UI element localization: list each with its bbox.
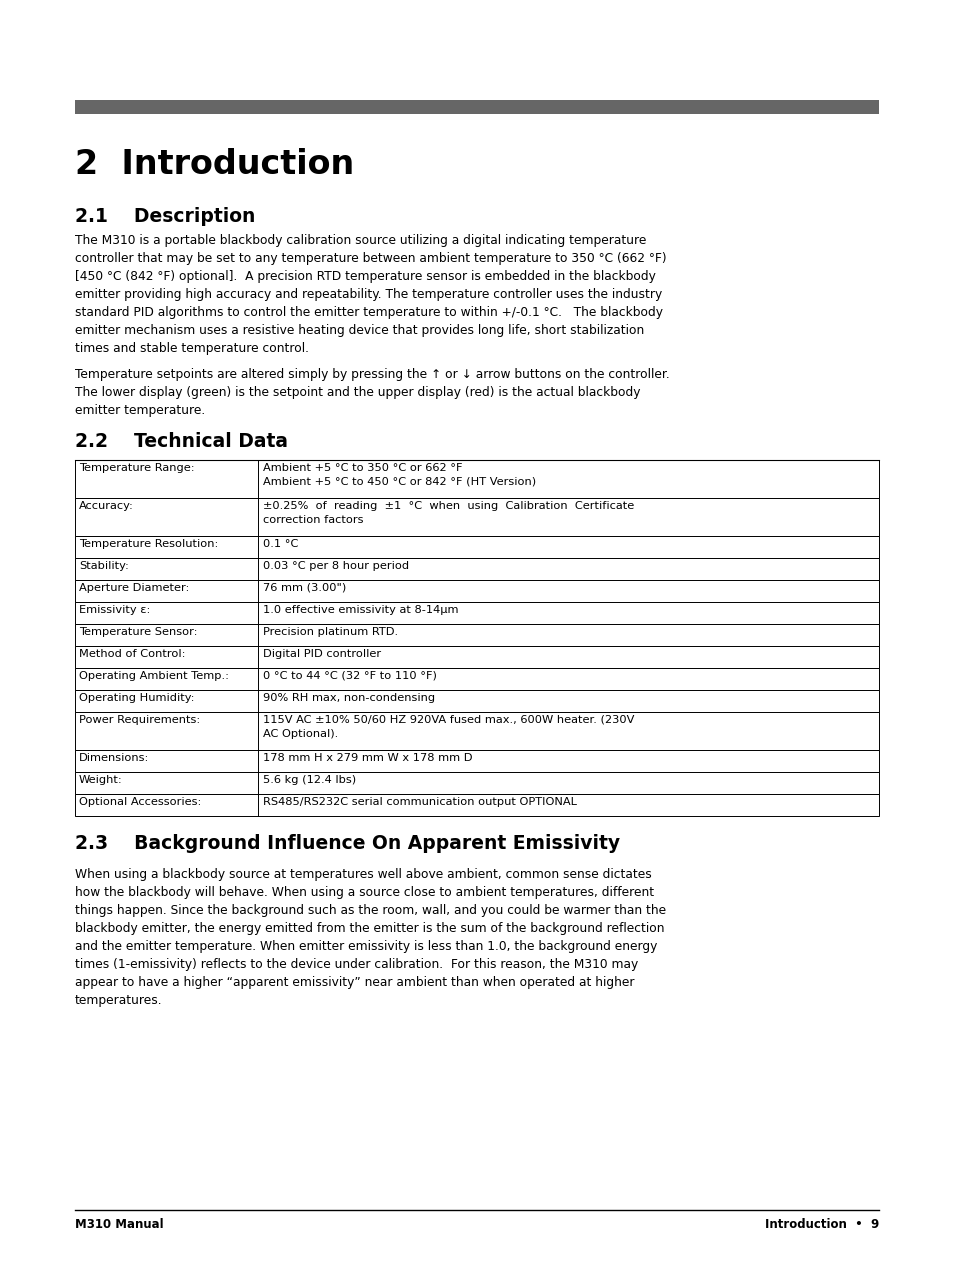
Text: 0 °C to 44 °C (32 °F to 110 °F): 0 °C to 44 °C (32 °F to 110 °F)	[263, 671, 436, 681]
Bar	[75, 794, 878, 817]
Bar	[75, 602, 878, 624]
Text: Temperature Sensor:: Temperature Sensor:	[79, 627, 197, 638]
Text: Dimensions:: Dimensions:	[79, 753, 150, 763]
Text: Weight:: Weight:	[79, 775, 123, 785]
Text: 2.2    Technical Data: 2.2 Technical Data	[75, 432, 288, 451]
Text: Digital PID controller: Digital PID controller	[263, 649, 381, 659]
Text: Aperture Diameter:: Aperture Diameter:	[79, 583, 190, 593]
Text: When using a blackbody source at temperatures well above ambient, common sense d: When using a blackbody source at tempera…	[75, 867, 665, 1007]
Text: The M310 is a portable blackbody calibration source utilizing a digital indicati: The M310 is a portable blackbody calibra…	[75, 234, 666, 356]
Text: RS485/RS232C serial communication output OPTIONAL: RS485/RS232C serial communication output…	[263, 798, 577, 806]
Text: 178 mm H x 279 mm W x 178 mm D: 178 mm H x 279 mm W x 178 mm D	[263, 753, 472, 763]
Text: 2.1    Description: 2.1 Description	[75, 207, 255, 226]
Text: Temperature Resolution:: Temperature Resolution:	[79, 538, 218, 549]
Text: Optional Accessories:: Optional Accessories:	[79, 798, 201, 806]
Bar	[75, 646, 878, 668]
Bar	[75, 668, 878, 690]
Text: 2.3    Background Influence On Apparent Emissivity: 2.3 Background Influence On Apparent Emi…	[75, 834, 619, 853]
Text: Temperature setpoints are altered simply by pressing the ↑ or ↓ arrow buttons on: Temperature setpoints are altered simply…	[75, 368, 669, 417]
Bar	[75, 558, 878, 580]
Text: 5.6 kg (12.4 lbs): 5.6 kg (12.4 lbs)	[263, 775, 355, 785]
Bar	[75, 772, 878, 794]
Bar	[75, 100, 878, 114]
Text: 76 mm (3.00"): 76 mm (3.00")	[263, 583, 346, 593]
Text: Method of Control:: Method of Control:	[79, 649, 185, 659]
Bar	[75, 712, 878, 751]
Text: Accuracy:: Accuracy:	[79, 500, 133, 511]
Bar	[75, 498, 878, 536]
Text: 0.1 °C: 0.1 °C	[263, 538, 298, 549]
Text: Temperature Range:: Temperature Range:	[79, 464, 194, 472]
Bar	[75, 580, 878, 602]
Text: Ambient +5 °C to 350 °C or 662 °F
Ambient +5 °C to 450 °C or 842 °F (HT Version): Ambient +5 °C to 350 °C or 662 °F Ambien…	[263, 464, 536, 486]
Text: Operating Ambient Temp.:: Operating Ambient Temp.:	[79, 671, 229, 681]
Text: 115V AC ±10% 50/60 HZ 920VA fused max., 600W heater. (230V
AC Optional).: 115V AC ±10% 50/60 HZ 920VA fused max., …	[263, 715, 634, 739]
Text: Precision platinum RTD.: Precision platinum RTD.	[263, 627, 397, 638]
Text: Power Requirements:: Power Requirements:	[79, 715, 200, 725]
Text: ±0.25%  of  reading  ±1  °C  when  using  Calibration  Certificate
correction fa: ±0.25% of reading ±1 °C when using Calib…	[263, 500, 634, 525]
Bar	[75, 751, 878, 772]
Text: Emissivity ε:: Emissivity ε:	[79, 605, 151, 615]
Text: Operating Humidity:: Operating Humidity:	[79, 693, 194, 704]
Text: Introduction  •  9: Introduction • 9	[764, 1218, 878, 1231]
Bar	[75, 536, 878, 558]
Text: 1.0 effective emissivity at 8-14μm: 1.0 effective emissivity at 8-14μm	[263, 605, 458, 615]
Bar	[75, 624, 878, 646]
Text: Stability:: Stability:	[79, 561, 129, 572]
Bar	[75, 690, 878, 712]
Text: 0.03 °C per 8 hour period: 0.03 °C per 8 hour period	[263, 561, 409, 572]
Text: 90% RH max, non-condensing: 90% RH max, non-condensing	[263, 693, 435, 704]
Text: 2  Introduction: 2 Introduction	[75, 149, 354, 182]
Text: M310 Manual: M310 Manual	[75, 1218, 164, 1231]
Bar	[75, 460, 878, 498]
